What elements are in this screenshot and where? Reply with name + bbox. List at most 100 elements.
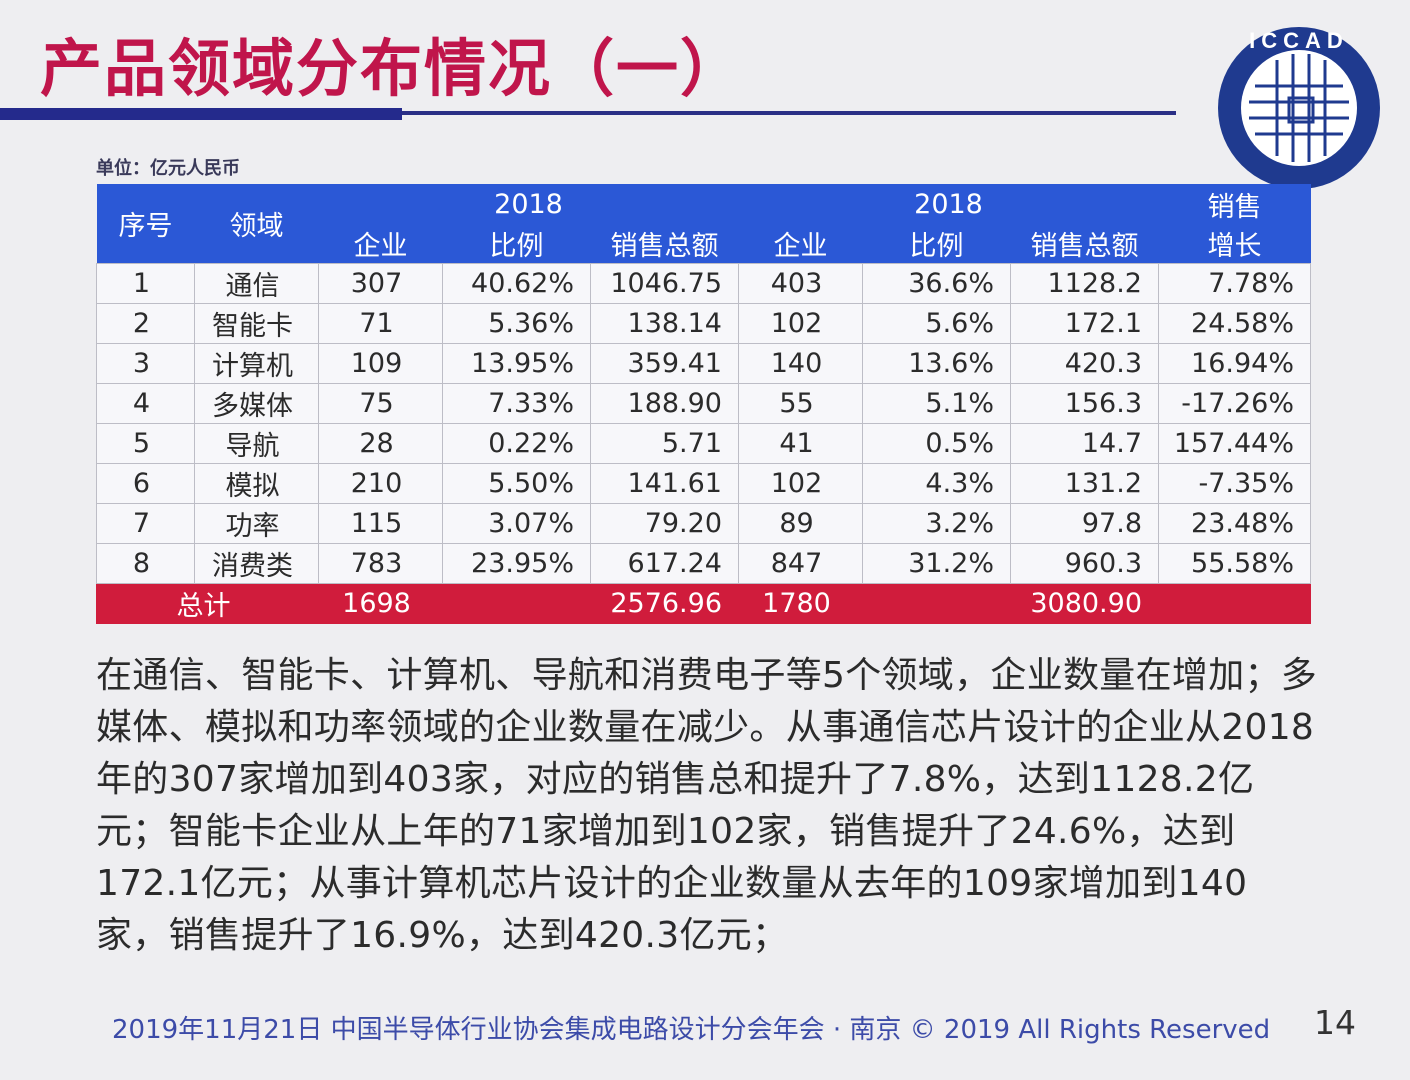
cell-sales-2018a: 188.90: [590, 383, 739, 424]
table-row: 7 功率 115 3.07% 79.20 89 3.2% 97.8 23.48%: [96, 503, 1311, 544]
cell-enterprise-2018a: 75: [318, 383, 443, 424]
logo-text: ICCAD: [1249, 28, 1349, 53]
page-number: 14: [1314, 1003, 1356, 1042]
header-sales-total: 销售总额: [1010, 224, 1159, 264]
cell-seq: 6: [96, 463, 195, 504]
cell-enterprise-2018b: 140: [738, 343, 863, 384]
cell-sales-2018a: 79.20: [590, 503, 739, 544]
cell-enterprise-2018b: 89: [738, 503, 863, 544]
header-growth-line1: 销售: [1158, 184, 1311, 224]
cell-seq: 8: [96, 543, 195, 584]
cell-enterprise-2018b: 102: [738, 303, 863, 344]
cell-sales-2018b: 97.8: [1010, 503, 1159, 544]
cell-ratio-2018a: 40.62%: [442, 263, 591, 304]
cell-ratio-2018a: 23.95%: [442, 543, 591, 584]
cell-sales-2018b: 131.2: [1010, 463, 1159, 504]
header-ratio: 比例: [862, 224, 1011, 264]
cell-seq: 5: [96, 423, 195, 464]
cell-seq: 7: [96, 503, 195, 544]
cell-sales-2018a: 141.61: [590, 463, 739, 504]
cell-sales-2018b: 1128.2: [1010, 263, 1159, 304]
cell-seq: 2: [96, 303, 195, 344]
cell-domain: 计算机: [194, 343, 319, 384]
cell-sales-2018a: 1046.75: [590, 263, 739, 304]
total-growth: [1158, 583, 1311, 624]
cell-ratio-2018a: 7.33%: [442, 383, 591, 424]
cell-ratio-2018b: 3.2%: [862, 503, 1011, 544]
header-sales-total: 销售总额: [590, 224, 739, 264]
cell-sales-2018a: 617.24: [590, 543, 739, 584]
cell-sales-2018a: 5.71: [590, 423, 739, 464]
cell-enterprise-2018a: 71: [318, 303, 443, 344]
title-underline-thick: [0, 108, 402, 120]
cell-ratio-2018b: 36.6%: [862, 263, 1011, 304]
cell-domain: 通信: [194, 263, 319, 304]
cell-seq: 1: [96, 263, 195, 304]
total-ratio-2018b: [862, 583, 1011, 624]
total-ratio-2018a: [442, 583, 591, 624]
cell-enterprise-2018a: 210: [318, 463, 443, 504]
iccad-logo: ICCAD: [1218, 27, 1380, 189]
cell-ratio-2018b: 4.3%: [862, 463, 1011, 504]
cell-ratio-2018a: 5.36%: [442, 303, 591, 344]
header-growth-line2: 增长: [1158, 224, 1311, 264]
title-underline-thin: [402, 111, 1176, 115]
cell-ratio-2018b: 0.5%: [862, 423, 1011, 464]
cell-sales-2018b: 156.3: [1010, 383, 1159, 424]
table-row: 3 计算机 109 13.95% 359.41 140 13.6% 420.3 …: [96, 343, 1311, 384]
cell-domain: 功率: [194, 503, 319, 544]
cell-sales-2018b: 960.3: [1010, 543, 1159, 584]
cell-enterprise-2018a: 307: [318, 263, 443, 304]
cell-growth: -17.26%: [1158, 383, 1311, 424]
cell-enterprise-2018b: 102: [738, 463, 863, 504]
table-row: 1 通信 307 40.62% 1046.75 403 36.6% 1128.2…: [96, 263, 1311, 304]
sales-table: 序号 领域 2018 2018 销售 企业 比例 销售总额 企业 比例 销售总额…: [96, 184, 1311, 624]
cell-sales-2018b: 172.1: [1010, 303, 1159, 344]
cell-sales-2018b: 420.3: [1010, 343, 1159, 384]
cell-ratio-2018a: 3.07%: [442, 503, 591, 544]
cell-domain: 模拟: [194, 463, 319, 504]
cell-growth: -7.35%: [1158, 463, 1311, 504]
total-sales-2018a: 2576.96: [590, 583, 739, 624]
cell-ratio-2018b: 13.6%: [862, 343, 1011, 384]
header-ratio: 比例: [442, 224, 591, 264]
cell-enterprise-2018a: 109: [318, 343, 443, 384]
table-row: 5 导航 28 0.22% 5.71 41 0.5% 14.7 157.44%: [96, 423, 1311, 464]
total-enterprise-2018a: 1698: [318, 583, 443, 624]
total-enterprise-2018b: 1780: [738, 583, 863, 624]
header-seq: 序号: [96, 184, 195, 264]
cell-sales-2018b: 14.7: [1010, 423, 1159, 464]
header-enterprise: 企业: [318, 224, 443, 264]
cell-sales-2018a: 359.41: [590, 343, 739, 384]
cell-seq: 4: [96, 383, 195, 424]
footer-text: 2019年11月21日 中国半导体行业协会集成电路设计分会年会 · 南京 © 2…: [112, 1015, 1271, 1045]
cell-domain: 消费类: [194, 543, 319, 584]
cell-ratio-2018b: 5.1%: [862, 383, 1011, 424]
cell-ratio-2018a: 0.22%: [442, 423, 591, 464]
table-row: 8 消费类 783 23.95% 617.24 847 31.2% 960.3 …: [96, 543, 1311, 584]
cell-enterprise-2018b: 847: [738, 543, 863, 584]
table-row: 2 智能卡 71 5.36% 138.14 102 5.6% 172.1 24.…: [96, 303, 1311, 344]
cell-ratio-2018a: 13.95%: [442, 343, 591, 384]
cell-enterprise-2018a: 783: [318, 543, 443, 584]
total-label: 总计: [96, 583, 319, 624]
header-group-2018-b: 2018: [738, 184, 1159, 224]
cell-domain: 导航: [194, 423, 319, 464]
cell-growth: 16.94%: [1158, 343, 1311, 384]
cell-enterprise-2018a: 115: [318, 503, 443, 544]
table-row: 6 模拟 210 5.50% 141.61 102 4.3% 131.2 -7.…: [96, 463, 1311, 504]
cell-ratio-2018a: 5.50%: [442, 463, 591, 504]
cell-enterprise-2018b: 403: [738, 263, 863, 304]
cell-sales-2018a: 138.14: [590, 303, 739, 344]
cell-seq: 3: [96, 343, 195, 384]
cell-growth: 24.58%: [1158, 303, 1311, 344]
cell-domain: 智能卡: [194, 303, 319, 344]
cell-ratio-2018b: 5.6%: [862, 303, 1011, 344]
cell-enterprise-2018a: 28: [318, 423, 443, 464]
slide-title: 产品领域分布情况（一）: [40, 32, 745, 105]
cell-enterprise-2018b: 55: [738, 383, 863, 424]
header-enterprise: 企业: [738, 224, 863, 264]
header-domain: 领域: [194, 184, 319, 264]
header-group-2018-a: 2018: [318, 184, 739, 224]
cell-ratio-2018b: 31.2%: [862, 543, 1011, 584]
